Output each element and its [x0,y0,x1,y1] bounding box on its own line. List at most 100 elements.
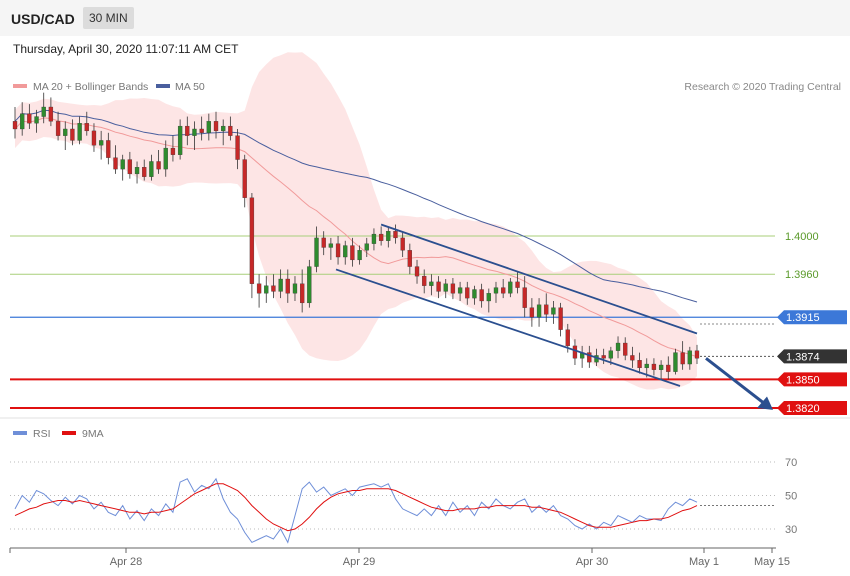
candle [486,288,491,313]
candle-body [48,106,54,122]
candle [501,279,506,299]
candle [601,348,606,365]
candle [472,285,477,305]
candle-body [601,355,606,359]
support-label: 1.3820 [786,403,820,415]
channel-upper-line [380,223,698,335]
candle [637,352,642,374]
candle [34,109,39,133]
forecast-arrow-head [757,396,773,410]
candle [149,154,154,181]
legend-rsi-ma-label: 9MA [82,428,104,440]
candle [256,274,262,308]
candle-body [615,342,621,351]
candle-body [113,157,118,170]
candle [292,276,298,301]
candle-body [127,159,133,175]
candle [206,113,211,141]
candle-body [429,281,434,286]
candle [378,226,384,246]
rsi-ma-line [14,483,698,532]
candle [680,341,685,370]
candle [343,240,348,265]
rsi-tick-label: 50 [785,491,797,503]
candle-body [565,329,570,347]
candle-body [335,243,341,258]
candle [335,236,341,265]
candle [615,336,621,359]
candle-body [328,243,334,248]
candle-body [465,287,470,299]
current-price-tag [777,349,847,364]
candle [694,344,700,365]
candle-body [249,197,255,284]
candle [623,337,628,361]
candle [587,345,592,368]
support-label: 1.3850 [786,374,820,386]
support-tag [777,372,847,387]
candle-body [63,128,68,136]
candle-body [149,161,154,177]
candle-body [414,266,420,277]
candle [264,276,269,303]
timeframe-badge[interactable]: 30 MIN [83,7,134,29]
candle-body [41,106,46,117]
candle [465,281,470,305]
candle [134,161,140,184]
candle [687,346,692,370]
pivot-label: 1.3915 [786,312,820,324]
timestamp: Thursday, April 30, 2020 11:07:11 AM CET [13,42,239,56]
candle [185,116,190,146]
candle-body [673,352,678,372]
candle [307,259,312,308]
candle-body [98,140,104,146]
candle [508,278,513,298]
candle-body [70,128,75,141]
resistance-label: 1.4000 [785,231,819,243]
candle-body [407,250,412,267]
candle [192,121,197,150]
candle-body [651,363,657,370]
candle-body [163,147,168,170]
candle [515,272,520,294]
candle-body [536,304,542,318]
candle-body [314,237,319,267]
candle-body [608,350,614,359]
candle [98,130,104,160]
candle-body [192,128,197,136]
candle [300,269,305,313]
candle-body [422,275,427,286]
candle [436,276,441,299]
candle-body [55,121,61,136]
candle [551,300,556,324]
candle-body [522,287,527,308]
candle-body [120,159,125,170]
candle [522,276,527,318]
legend-ma50-label: MA 50 [175,81,205,93]
candle-body [551,307,556,315]
candle-body [242,159,247,198]
credit-text: Research © 2020 Trading Central [684,81,841,93]
candle [91,123,97,152]
candle-body [256,283,262,294]
candle-body [307,266,312,304]
candle-body [235,135,240,160]
level-tags: 1.4000 1.3960 1.3915 1.3874 1.3850 1.3820 [777,231,847,415]
candle [48,97,54,127]
candle-body [457,287,463,294]
candle [314,226,319,273]
candle-body [213,121,219,132]
candle-body [278,278,283,292]
candle [393,224,398,244]
candle [249,193,255,299]
candle [321,231,326,256]
candle-body [558,307,563,330]
candle-body [91,130,97,146]
candle-body [106,140,111,158]
candle [271,274,276,299]
candle-body [142,167,147,177]
candle [666,356,671,380]
candle [443,279,448,299]
candle [414,259,420,284]
